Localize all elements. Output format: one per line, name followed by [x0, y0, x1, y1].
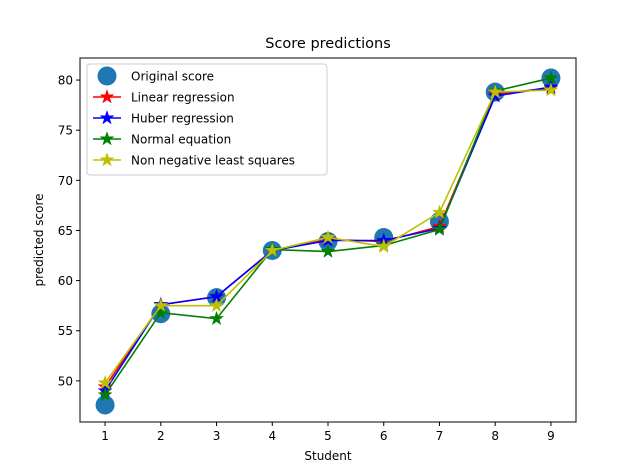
- normal-equation-point: [543, 70, 559, 85]
- original-score-point: [95, 395, 115, 415]
- legend-label-non-negative-least-squares: Non negative least squares: [131, 154, 295, 168]
- y-tick-label: 50: [58, 374, 73, 388]
- y-tick-label: 70: [58, 174, 73, 188]
- legend-label-huber-regression: Huber regression: [131, 112, 234, 126]
- legend-marker-linear-regression: [99, 88, 115, 104]
- legend-label-normal-equation: Normal equation: [131, 133, 231, 147]
- legend: Original score Linear regression Huber reg…: [86, 63, 328, 176]
- non-negative-least-squares-point: [487, 84, 503, 99]
- huber-regression-point: [487, 88, 503, 103]
- y-tick-label: 60: [58, 274, 73, 288]
- non-negative-least-squares-point: [264, 242, 280, 258]
- y-tick-label: 65: [58, 224, 73, 238]
- legend-label-original-score: Original score: [131, 70, 214, 84]
- x-axis-label: Student: [304, 449, 352, 463]
- x-tick-label: 7: [436, 429, 444, 443]
- y-axis-label: predicted score: [32, 194, 46, 287]
- legend-box: [86, 63, 328, 176]
- x-tick-label: 4: [268, 429, 276, 443]
- normal-equation-point: [431, 221, 448, 236]
- non-negative-least-squares-point: [153, 297, 169, 313]
- non-negative-least-squares-point: [376, 238, 392, 253]
- x-tick-label: 3: [213, 429, 221, 443]
- normal-equation-point: [320, 243, 336, 259]
- non-negative-least-squares-point: [320, 229, 336, 244]
- x-tick-label: 8: [491, 429, 499, 443]
- normal-equation-point: [97, 386, 113, 402]
- legend-marker-normal-equation: [99, 130, 115, 146]
- legend-marker-non-negative-least-squares: [99, 151, 115, 167]
- plot-area: 1 2 3 4 5 6 7 8 9 50 55 60 65 70 75 80: [58, 57, 577, 443]
- y-tick-label: 80: [58, 74, 73, 88]
- y-tick-label: 75: [58, 124, 73, 138]
- non-negative-least-squares-point: [208, 297, 225, 313]
- non-negative-least-squares-point: [543, 82, 559, 97]
- legend-label-linear-regression: Linear regression: [131, 91, 235, 105]
- legend-marker-huber-regression: [99, 109, 115, 125]
- normal-equation-point: [153, 304, 169, 320]
- x-tick-label: 9: [547, 429, 555, 443]
- legend-marker-original-score: [97, 66, 117, 86]
- non-negative-least-squares-point: [97, 374, 113, 390]
- x-tick-label: 5: [324, 429, 332, 443]
- x-tick-label: 1: [101, 429, 109, 443]
- non-negative-least-squares-point: [431, 204, 448, 219]
- y-tick-label: 55: [58, 324, 73, 338]
- chart-title: Score predictions: [265, 36, 391, 52]
- x-tick-label: 6: [380, 429, 388, 443]
- normal-equation-point: [208, 310, 225, 326]
- x-tick-label: 2: [157, 429, 165, 443]
